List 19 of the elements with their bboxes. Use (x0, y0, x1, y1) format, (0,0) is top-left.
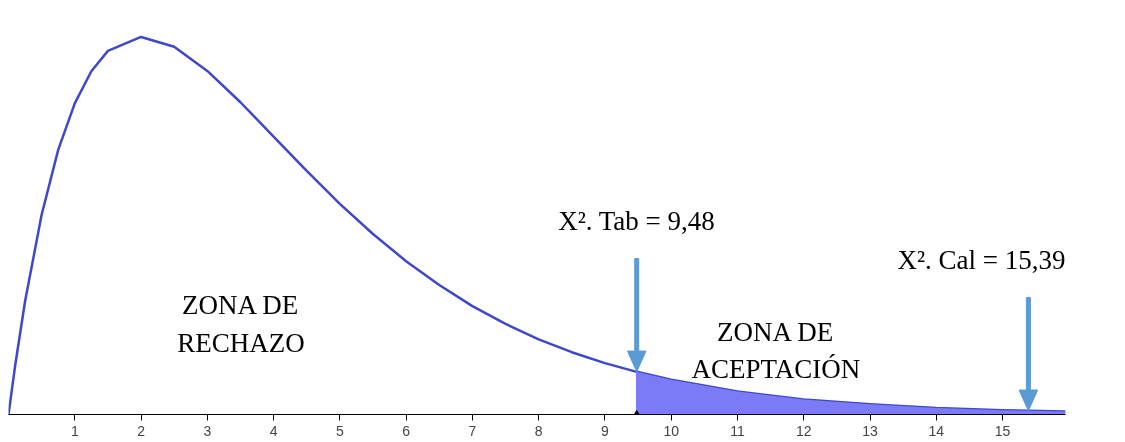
x-tick-label: 6 (402, 422, 411, 439)
x-tick-label: 15 (994, 422, 1011, 439)
ref-line-label: X². Tab = 9,48 (558, 205, 715, 236)
x-tick-label: 9 (601, 422, 610, 439)
annotation: ZONA DE RECHAZO (177, 290, 305, 358)
x-tick-label: 3 (203, 422, 212, 439)
x-tick-label: 13 (862, 422, 878, 439)
x-tick-label: 7 (468, 422, 477, 439)
x-tick-label: 12 (795, 422, 812, 439)
x-tick-label: 11 (730, 422, 745, 439)
ref-line-label: X². Cal = 15,39 (897, 244, 1066, 275)
x-tick-label: 4 (269, 422, 278, 439)
annotation: ZONA DE ACEPTACIÓN (691, 316, 861, 385)
x-tick-label: 5 (335, 422, 344, 439)
x-tick-label: 1 (70, 422, 79, 439)
x-tick-label: 2 (137, 422, 146, 439)
x-tick-label: 14 (928, 422, 945, 439)
x-tick-label: 10 (663, 422, 680, 439)
x-tick-label: 8 (534, 422, 543, 439)
